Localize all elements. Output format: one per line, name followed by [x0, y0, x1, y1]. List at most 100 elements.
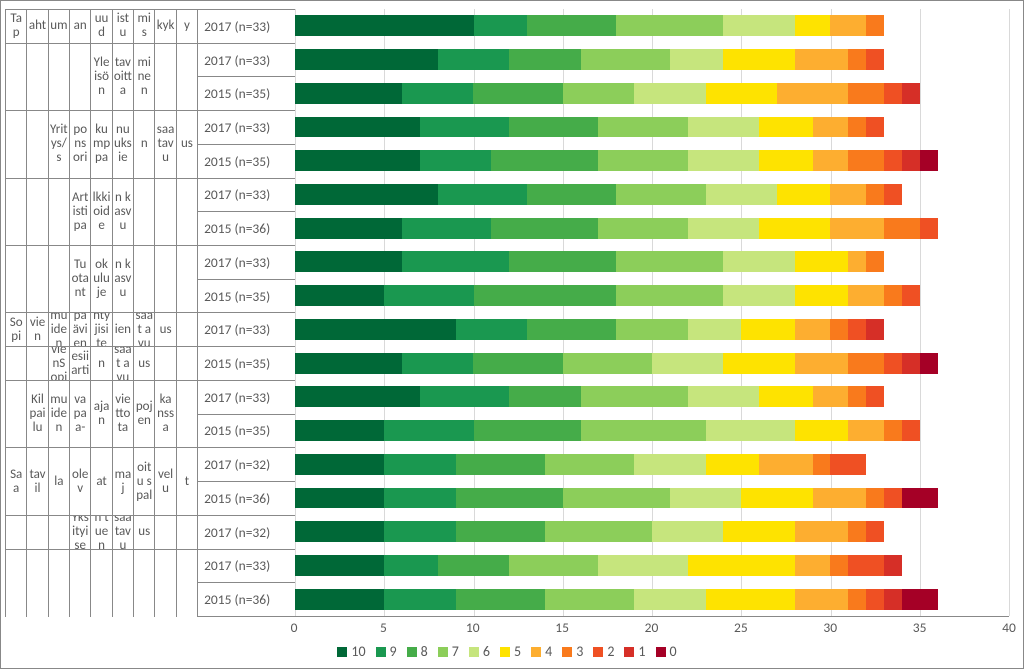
bar-segment — [706, 83, 777, 104]
category-column: misminennsaat avuuspojenoitu spalus — [134, 10, 155, 617]
bar-segment — [598, 150, 687, 171]
category-label — [134, 246, 154, 313]
category-label: Yritys/s — [49, 111, 69, 178]
bar-segment — [509, 117, 598, 138]
bar-segment — [884, 589, 902, 610]
bar-segment — [384, 454, 455, 475]
bar-segment — [616, 15, 723, 36]
bar-segment — [420, 117, 509, 138]
category-label: saatavu — [113, 516, 133, 550]
bar-segment — [866, 251, 884, 272]
category-label — [27, 111, 47, 178]
bar-segment — [295, 117, 420, 138]
category-label: muiden — [49, 313, 69, 347]
bar-segment — [438, 49, 509, 70]
bar-segment — [456, 454, 545, 475]
bar-segment — [830, 454, 866, 475]
bar-segment — [652, 353, 723, 374]
category-label: tavil — [27, 448, 47, 515]
bar-segment — [830, 319, 848, 340]
stacked-bar — [295, 218, 1009, 239]
x-tick: 20 — [645, 619, 659, 636]
bar-segment — [723, 49, 794, 70]
chart-container: TapSopiSaaahtvienKilpailutavilumYritys/s… — [0, 0, 1024, 669]
bar-segment — [473, 353, 562, 374]
bar-segment — [902, 420, 920, 441]
category-label: mis — [134, 10, 154, 44]
bar-segment — [866, 386, 884, 407]
bar-row — [295, 420, 1009, 441]
category-label — [6, 516, 26, 550]
bar-segment — [581, 420, 706, 441]
bar-segment — [402, 218, 491, 239]
category-label — [155, 516, 175, 550]
bar-segment — [634, 83, 705, 104]
bar-segment — [795, 521, 849, 542]
legend-label: 2 — [607, 643, 614, 660]
bar-segment — [866, 117, 884, 138]
bar-segment — [545, 589, 634, 610]
bar-segment — [848, 83, 884, 104]
category-label — [155, 44, 175, 111]
category-label: okuluje — [91, 246, 111, 313]
bar-segment — [795, 319, 831, 340]
year-label: 2015 (n=35) — [198, 347, 295, 381]
year-label: 2015 (n=36) — [198, 212, 295, 246]
bar-segment — [830, 184, 866, 205]
category-label: kumppa — [91, 111, 111, 178]
bar-row — [295, 285, 1009, 306]
bar-segment — [563, 488, 670, 509]
bar-segment — [884, 218, 920, 239]
bar-segment — [295, 184, 438, 205]
bar-segment — [509, 386, 580, 407]
bar-segment — [902, 285, 920, 306]
category-label: pojen — [134, 381, 154, 448]
bar-segment — [616, 319, 687, 340]
bar-segment — [723, 251, 794, 272]
bar-segment — [902, 150, 920, 171]
year-label: 2017 (n=33) — [198, 381, 295, 415]
bar-segment — [884, 353, 902, 374]
bar-segment — [848, 420, 884, 441]
category-label: viettota — [113, 381, 133, 448]
stacked-bar — [295, 117, 1009, 138]
axis-spacer — [5, 617, 294, 637]
bar-segment — [706, 420, 795, 441]
bar-segment — [581, 386, 688, 407]
category-label: kyk — [155, 10, 175, 44]
category-label — [6, 381, 26, 448]
bar-row — [295, 218, 1009, 239]
legend-swatch — [337, 647, 347, 657]
bar-segment — [420, 150, 491, 171]
category-label — [27, 246, 47, 313]
bar-segment — [295, 15, 474, 36]
legend-swatch — [469, 647, 479, 657]
bar-segment — [402, 251, 509, 272]
bar-row — [295, 589, 1009, 610]
bar-segment — [295, 83, 402, 104]
category-label — [6, 179, 26, 246]
stacked-bar — [295, 353, 1009, 374]
category-label — [49, 44, 69, 111]
bar-row — [295, 184, 1009, 205]
bar-row — [295, 488, 1009, 509]
bar-segment — [491, 150, 598, 171]
bar-segment — [741, 488, 812, 509]
category-column: umYritys/smuidenvienSopimuidenla — [49, 10, 70, 617]
legend-swatch — [656, 647, 666, 657]
bar-segment — [813, 454, 831, 475]
year-label: 2015 (n=36) — [198, 583, 295, 617]
category-label: saat avu — [134, 313, 154, 347]
category-label: kanssa — [155, 381, 175, 448]
bar-segment — [920, 218, 938, 239]
stacked-bar — [295, 251, 1009, 272]
bar-segment — [795, 285, 849, 306]
bar-segment — [706, 184, 777, 205]
bar-row — [295, 454, 1009, 475]
axis-ticks: 0510152025303540 — [294, 617, 1009, 637]
bar-row — [295, 49, 1009, 70]
category-column: TapSopiSaa — [6, 10, 27, 617]
bar-segment — [563, 353, 652, 374]
bar-segment — [688, 117, 759, 138]
category-label: us — [134, 347, 154, 381]
